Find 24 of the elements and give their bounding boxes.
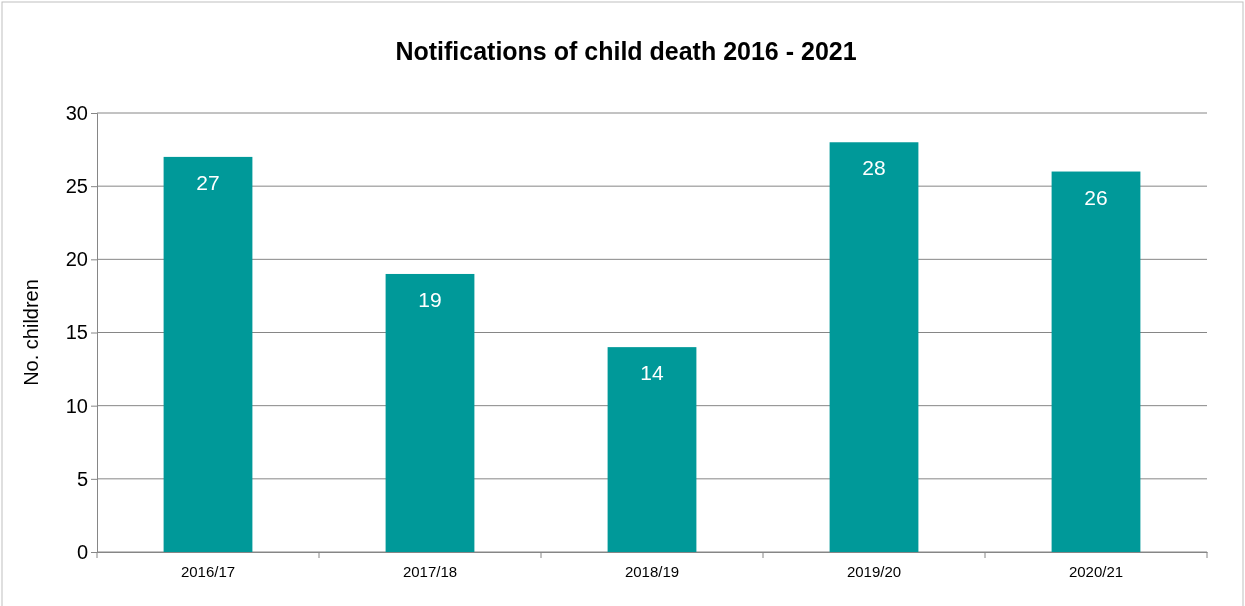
y-axis-title: No. children	[20, 279, 42, 386]
y-tick-label: 15	[65, 321, 88, 344]
data-label: 26	[1084, 185, 1108, 209]
x-tick-label: 2016/17	[180, 562, 236, 580]
bar	[385, 273, 475, 552]
y-tick-label: 5	[76, 467, 88, 490]
chart-title: Notifications of child death 2016 - 2021	[395, 37, 857, 65]
x-tick-label: 2020/21	[1068, 562, 1124, 580]
data-label: 14	[640, 361, 664, 385]
bar	[607, 347, 697, 552]
y-tick-label: 20	[65, 248, 88, 271]
y-tick-label: 30	[65, 101, 88, 124]
data-label: 19	[418, 287, 442, 311]
x-tick-label: 2017/18	[402, 562, 458, 580]
y-tick-label: 0	[76, 540, 88, 563]
x-tick-label: 2019/20	[846, 562, 902, 580]
x-tick-label: 2018/19	[624, 562, 680, 580]
y-tick-label: 25	[65, 175, 88, 198]
bar	[829, 142, 919, 552]
data-label: 28	[862, 156, 886, 180]
y-tick-label: 10	[65, 394, 88, 417]
bar	[163, 156, 253, 552]
data-label: 27	[196, 170, 220, 194]
bar	[1051, 171, 1141, 552]
